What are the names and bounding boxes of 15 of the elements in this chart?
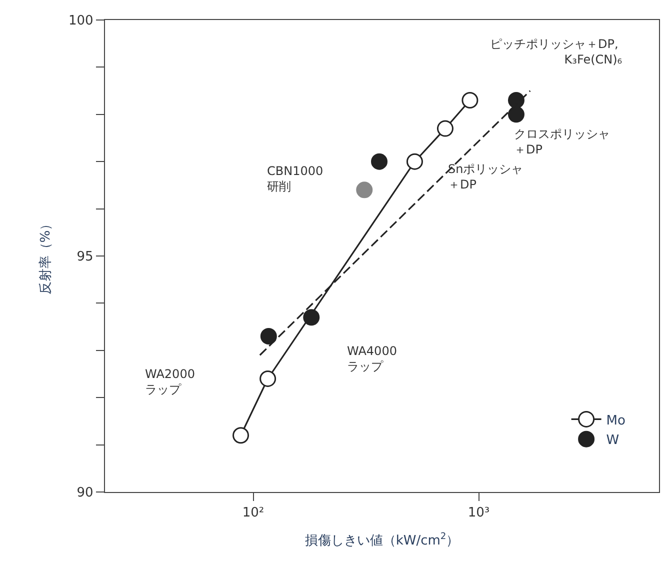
- annotation: クロスポリッシャ＋DP: [514, 127, 610, 157]
- legend-label: W: [606, 433, 620, 448]
- x-tick-label: 10³: [468, 506, 490, 521]
- y-tick-label: 100: [68, 14, 94, 29]
- x-axis-title: 損傷しきい値（kW/cm$^{2}$）: [304, 532, 460, 548]
- x-tick-label: 10²: [242, 506, 264, 521]
- annotation: WA2000 ラップ: [145, 367, 195, 397]
- annotation: CBN1000 研削: [267, 164, 324, 194]
- legend-label: Mo: [606, 413, 626, 428]
- annotation: Snポリッシャ＋DP: [448, 162, 524, 192]
- y-tick-label: 95: [76, 250, 94, 265]
- annotation: WA4000 ラップ: [347, 344, 397, 374]
- y-axis-title: 反射率（%）: [37, 217, 54, 295]
- y-tick-label: 90: [76, 486, 94, 501]
- annotation: ピッチポリッシャ＋DP, K₃Fe(CN)₆: [490, 37, 622, 67]
